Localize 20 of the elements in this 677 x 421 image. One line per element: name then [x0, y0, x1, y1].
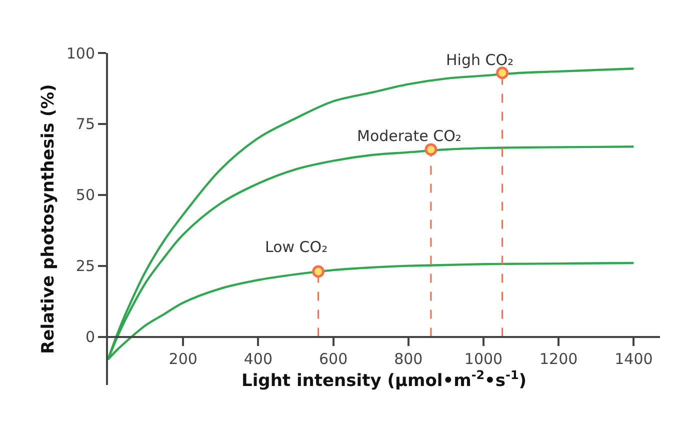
point: [424, 143, 438, 156]
annotation: Low CO₂: [265, 238, 328, 256]
x-tick-label: 600: [318, 350, 348, 368]
x-tick-label: 1400: [614, 350, 653, 368]
y-tick-label: 25: [76, 257, 95, 276]
y-tick-label: 50: [76, 186, 95, 204]
y-tick-label: 100: [66, 44, 95, 62]
x-tick-label: 400: [244, 350, 273, 368]
y-axis-title: Relative photosynthesis (%): [38, 84, 58, 354]
x-axis-title: Light intensity (µmol•m$^{-2}$•s$^{-1}$): [241, 368, 527, 391]
y-tick-label: 0: [85, 328, 95, 346]
annotation: Moderate CO₂: [357, 127, 462, 145]
annotation: High CO₂: [446, 51, 514, 69]
x-tick-label: 800: [394, 350, 423, 368]
point: [312, 265, 325, 278]
x-tick-label: 1200: [540, 350, 578, 368]
y-tick-label: 75: [76, 115, 95, 134]
point: [496, 66, 509, 80]
x-tick-label: 1000: [464, 350, 503, 368]
x-tick-label: 200: [168, 350, 198, 368]
